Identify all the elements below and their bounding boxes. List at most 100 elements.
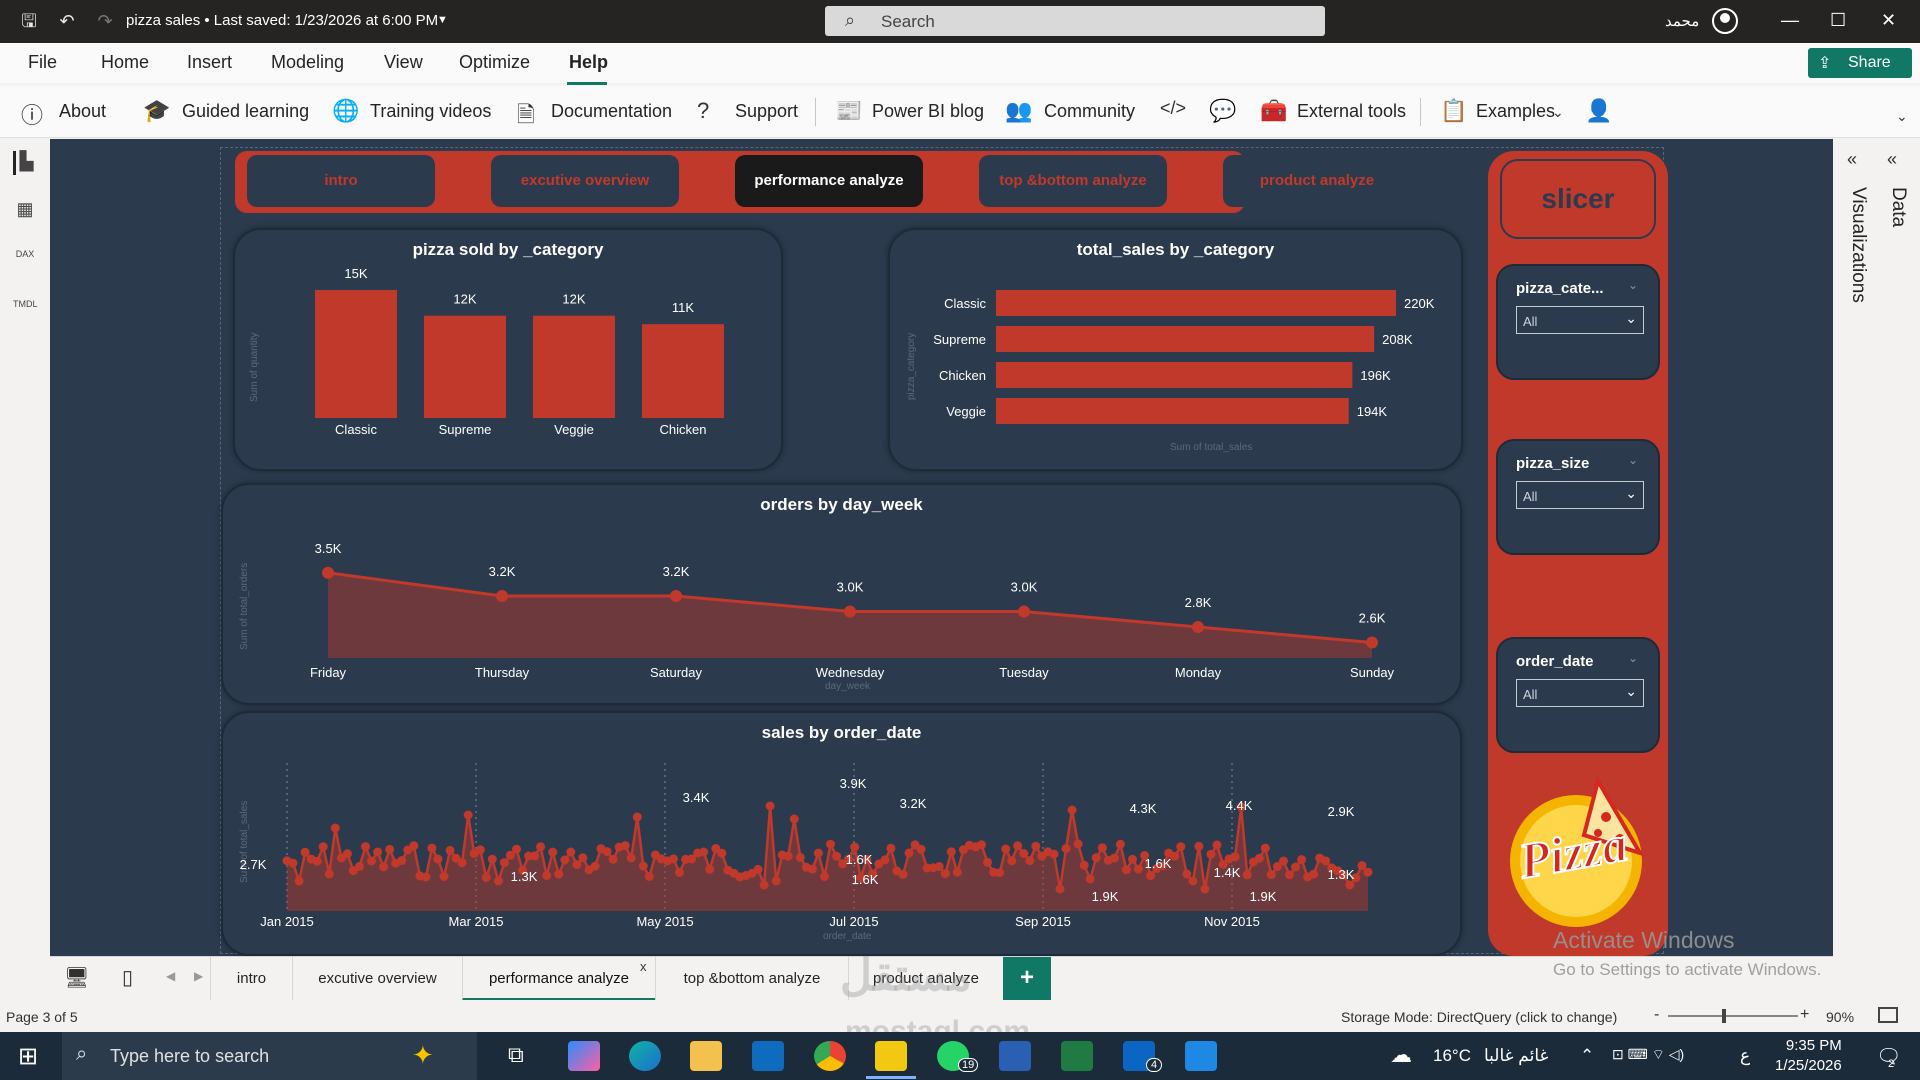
close-icon[interactable]: ✕ [1881,10,1897,30]
nav-performance-analyze[interactable]: performance analyze [735,155,923,207]
fit-to-page-icon[interactable] [1878,1007,1898,1023]
documentation-button[interactable]: Documentation [551,101,673,121]
menu-view[interactable]: View [384,52,423,72]
tray-icons[interactable]: ⊡ ⌨ ⌔ ◁) [1612,1046,1685,1062]
collapse-ribbon-icon[interactable]: ⌄ [1896,108,1908,124]
zoom-in-button[interactable]: + [1800,1006,1810,1023]
maximize-icon[interactable]: ☐ [1830,10,1847,30]
chart-sales-by-order-date[interactable]: sales by order_date Sum of total_sales o… [221,711,1462,956]
menu-help[interactable]: Help [569,52,609,72]
undo-icon[interactable]: ↶ [59,11,75,31]
zoom-slider[interactable] [1668,1015,1798,1017]
weather-temp[interactable]: 16°C [1433,1046,1471,1065]
user-name[interactable]: محمد [1665,13,1700,30]
tab-performance-analyze[interactable]: performance analyze [462,957,655,1001]
slicer-pizza-category[interactable]: pizza_cate... ⌄ All ⌄ [1496,264,1660,380]
notifications-icon[interactable]: 🗨 [1876,1046,1902,1068]
collapse-visualizations-icon[interactable]: « [1847,149,1858,169]
tab-top-bottom-analyze[interactable]: top &bottom analyze [655,957,848,1001]
redo-icon[interactable]: ↷ [97,11,113,31]
chevron-down-icon[interactable]: ▼ [437,14,448,26]
training-videos-button[interactable]: Training videos [370,101,492,121]
pizza-category-dropdown[interactable]: All ⌄ [1516,306,1644,334]
minimize-icon[interactable]: — [1781,10,1799,30]
data-point [1291,862,1300,872]
community-button[interactable]: Community [1044,101,1136,121]
chevron-down-icon[interactable]: ⌄ [1628,651,1639,665]
close-tab-icon[interactable]: x [640,959,647,974]
tab-intro[interactable]: intro [210,957,292,1001]
mobile-layout-icon[interactable]: ▯ [122,967,134,989]
add-page-button[interactable]: + [1003,957,1051,1001]
menu-insert[interactable]: Insert [187,52,233,72]
weather-description[interactable]: غائم غالبا [1484,1046,1549,1065]
power-bi-blog-button[interactable]: Power BI blog [872,101,985,121]
word-icon[interactable] [999,1041,1031,1071]
scroll-left-icon[interactable]: ◀ [166,969,176,983]
document-title[interactable]: pizza sales • Last saved: 1/23/2026 at 6… [126,12,439,29]
share-button[interactable]: ⇪ Share [1808,48,1912,78]
power-bi-icon[interactable] [875,1041,907,1071]
collapse-data-icon[interactable]: « [1887,149,1898,169]
zoom-slider-thumb[interactable] [1722,1009,1726,1023]
tab-executive-overview[interactable]: excutive overview [292,957,462,1001]
menu-optimize[interactable]: Optimize [459,52,531,72]
table-view-icon[interactable]: ▦ [16,199,34,219]
nav-top-bottom-analyze[interactable]: top &bottom analyze [979,155,1167,207]
report-view-icon[interactable]: ▙ [13,151,37,175]
windows-start-icon[interactable]: ⊞ [18,1043,39,1070]
data-point [886,843,896,853]
chart-pizza-sold-by-category[interactable]: pizza sold by _category Sum of quantity … [233,228,783,471]
save-icon[interactable]: 🖫 [21,11,37,31]
copilot-app-icon[interactable] [568,1041,600,1071]
feedback-icon[interactable]: 💬 [1209,98,1237,123]
outlook-icon[interactable] [752,1041,784,1071]
menu-home[interactable]: Home [101,52,150,72]
excel-icon[interactable] [1061,1041,1093,1071]
slicer-order-date[interactable]: order_date ⌄ All ⌄ [1496,637,1660,753]
guided-learning-button[interactable]: Guided learning [182,101,310,121]
chevron-down-icon[interactable]: ⌄ [1628,453,1639,467]
menu-modeling[interactable]: Modeling [271,52,345,72]
language-indicator[interactable]: ع [1740,1046,1751,1065]
data-point [1182,869,1192,879]
chevron-up-icon[interactable]: ⌃ [1580,1046,1595,1065]
nav-executive-overview[interactable]: excutive overview [491,155,679,207]
scroll-right-icon[interactable]: ▶ [194,969,204,983]
about-button[interactable]: About [59,101,107,121]
chevron-down-icon[interactable]: ⌄ [1628,278,1639,292]
copilot-sparkle-icon[interactable]: ✦ [412,1040,434,1070]
storage-mode[interactable]: Storage Mode: DirectQuery (click to chan… [1341,1009,1618,1025]
edge-browser-icon[interactable] [629,1041,661,1071]
data-pane-tab[interactable]: Data [1888,187,1909,228]
taskbar-search[interactable]: ⌕ Type here to search [62,1032,477,1080]
chart-orders-by-day-week[interactable]: orders by day_week Sum of total_orders d… [221,483,1462,705]
dax-query-icon[interactable]: DAX [15,249,35,259]
weather-icon[interactable]: ☁ [1390,1042,1412,1067]
app-icon[interactable] [1185,1041,1217,1071]
task-view-icon[interactable]: ⧉ [508,1042,524,1067]
avatar[interactable] [1712,8,1738,34]
order-date-dropdown[interactable]: All ⌄ [1516,679,1644,707]
slicer-pizza-size[interactable]: pizza_size ⌄ All ⌄ [1496,439,1660,555]
tmdl-view-icon[interactable]: TMDL [13,299,38,309]
support-button[interactable]: Support [735,101,799,121]
search-input[interactable]: ⌕ Search [825,6,1325,36]
chrome-icon[interactable] [814,1041,846,1071]
menu-file[interactable]: File [28,52,58,72]
nav-intro[interactable]: intro [247,155,435,207]
tab-product-analyze[interactable]: product analyze [848,957,1003,1001]
code-icon[interactable]: </> [1160,98,1187,118]
chevron-down-icon[interactable]: ⌄ [1552,104,1564,120]
pizza-size-dropdown[interactable]: All ⌄ [1516,481,1644,509]
desktop-layout-icon[interactable]: 🖥 [64,967,90,989]
external-tools-button[interactable]: External tools [1297,101,1407,121]
examples-button[interactable]: Examples [1476,101,1556,121]
user-search-icon[interactable]: 👤 [1585,98,1613,123]
zoom-out-button[interactable]: - [1654,1006,1660,1023]
file-explorer-icon[interactable] [690,1041,722,1071]
nav-product-analyze[interactable]: product analyze [1223,155,1411,207]
taskbar-clock[interactable]: 9:35 PM 1/25/2026 [1775,1037,1842,1074]
chart-total-sales-by-category[interactable]: total_sales by _category pizza_category … [888,228,1463,471]
visualizations-pane-tab[interactable]: Visualizations [1848,187,1869,303]
